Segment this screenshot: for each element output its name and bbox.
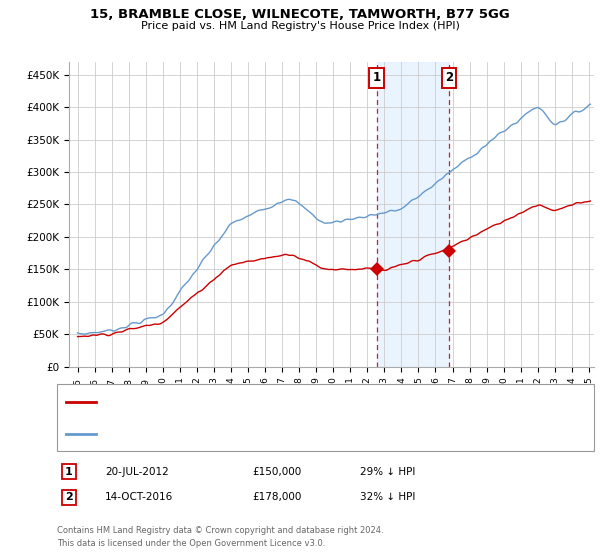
- Text: HPI: Average price, detached house, Tamworth: HPI: Average price, detached house, Tamw…: [101, 429, 329, 439]
- Text: This data is licensed under the Open Government Licence v3.0.: This data is licensed under the Open Gov…: [57, 539, 325, 548]
- Text: 15, BRAMBLE CLOSE, WILNECOTE, TAMWORTH, B77 5GG: 15, BRAMBLE CLOSE, WILNECOTE, TAMWORTH, …: [90, 8, 510, 21]
- Text: 1: 1: [373, 71, 381, 85]
- Text: 1: 1: [65, 466, 73, 477]
- Text: Contains HM Land Registry data © Crown copyright and database right 2024.: Contains HM Land Registry data © Crown c…: [57, 526, 383, 535]
- Text: £178,000: £178,000: [252, 492, 301, 502]
- Bar: [377, 62, 449, 367]
- Text: 29% ↓ HPI: 29% ↓ HPI: [360, 466, 415, 477]
- Text: 32% ↓ HPI: 32% ↓ HPI: [360, 492, 415, 502]
- Text: 20-JUL-2012: 20-JUL-2012: [105, 466, 169, 477]
- Text: £150,000: £150,000: [252, 466, 301, 477]
- Text: 2: 2: [65, 492, 73, 502]
- Text: 14-OCT-2016: 14-OCT-2016: [105, 492, 173, 502]
- Text: 15, BRAMBLE CLOSE, WILNECOTE, TAMWORTH, B77 5GG (detached house): 15, BRAMBLE CLOSE, WILNECOTE, TAMWORTH, …: [101, 398, 467, 408]
- Text: 2: 2: [445, 71, 453, 85]
- Text: Price paid vs. HM Land Registry's House Price Index (HPI): Price paid vs. HM Land Registry's House …: [140, 21, 460, 31]
